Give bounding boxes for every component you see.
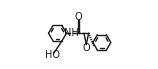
Text: O: O <box>82 43 90 53</box>
Text: HO: HO <box>45 50 60 60</box>
Text: NH: NH <box>64 28 79 38</box>
Text: O: O <box>75 12 82 22</box>
